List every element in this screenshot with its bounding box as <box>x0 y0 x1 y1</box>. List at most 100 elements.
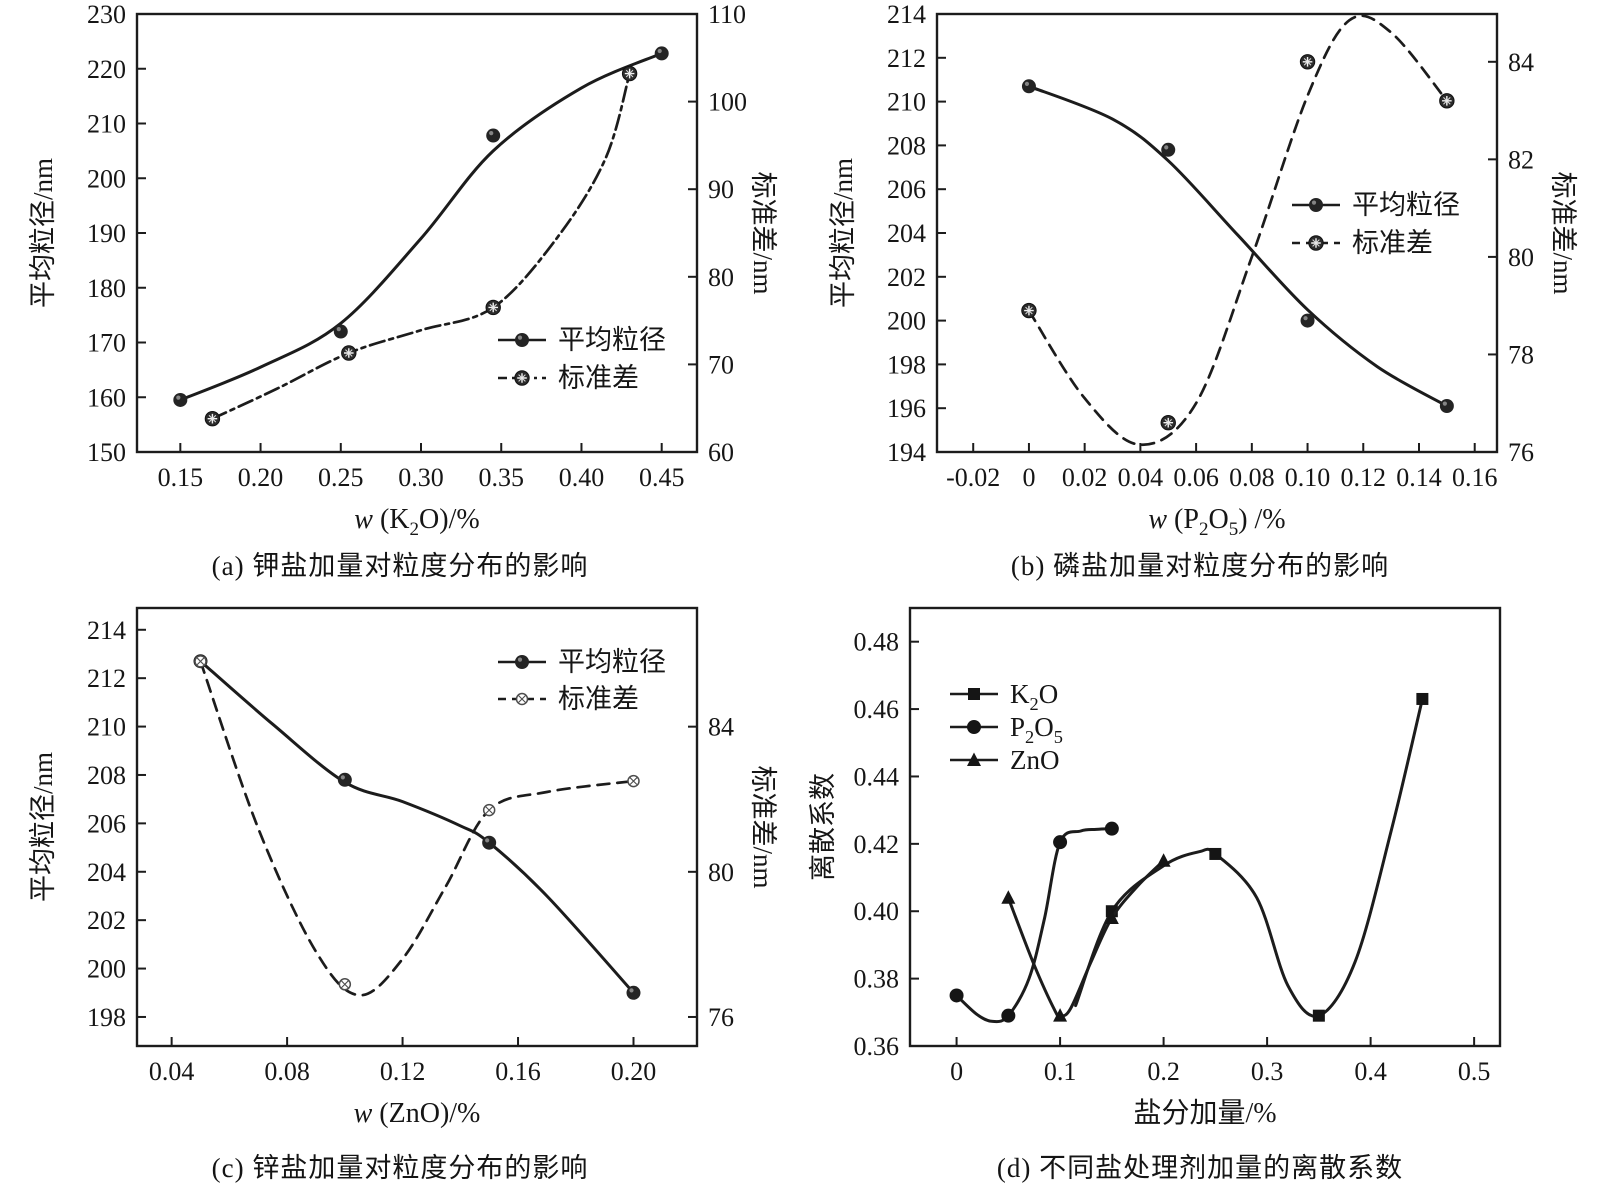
panel-b: -0.02 0 0.02 0.04 0.06 0.08 0.10 0.12 0.14 0.16 19… <box>800 0 1600 594</box>
x-tick-label: 0.12 <box>380 1057 426 1086</box>
y-left-axis-title: 平均粒径/nm <box>828 158 858 308</box>
y-left-tick-label: 220 <box>87 55 126 84</box>
y-right-tick-label: 70 <box>708 350 734 379</box>
x-tick-label: 0.20 <box>611 1057 657 1086</box>
x-tick-label: 0.06 <box>1173 463 1219 492</box>
marker-triangle <box>1156 853 1171 867</box>
y-right-tick-label: 76 <box>708 1003 734 1032</box>
y-right-tick-label: 84 <box>708 713 734 742</box>
y-left-axis-title: 平均粒径/nm <box>28 752 58 902</box>
chart-a-canvas: 0.15 0.20 0.25 0.30 0.35 0.40 0.45 150 160 170 180… <box>28 0 778 540</box>
chart-c-canvas: 0.04 0.08 0.12 0.16 0.20 198 200 202 204 206 208 21… <box>28 606 778 1129</box>
y-left-tick-label: 204 <box>887 219 926 248</box>
x-axis-title: w (K2O)/% <box>354 504 479 540</box>
caption-b: (b) 磷盐加量对粒度分布的影响 <box>1010 551 1390 581</box>
marker-triangle <box>1053 1008 1068 1022</box>
marker-ball <box>173 392 188 407</box>
x-tick-label: 0.15 <box>158 463 204 492</box>
y-left-tick-label: 0.42 <box>854 830 900 859</box>
marker-ball <box>654 46 669 61</box>
marker-ball <box>1439 399 1454 414</box>
y-right-tick-label: 80 <box>1508 243 1534 272</box>
y-right-axis-title: 标准差/nm <box>748 765 778 888</box>
x-axis-title: w (P2O5) /% <box>1148 504 1285 540</box>
y-left-axis-title: 离散系数 <box>808 773 838 881</box>
x-axis-title: 盐分加量/% <box>1133 1097 1276 1129</box>
marker-circle <box>1001 1008 1016 1023</box>
marker-hatch <box>1160 415 1176 431</box>
y-right-tick-label: 90 <box>708 175 734 204</box>
x-tick-label: 0.04 <box>149 1057 195 1086</box>
y-left-tick-label: 212 <box>887 44 926 73</box>
x-tick-label: 0.16 <box>1452 463 1498 492</box>
y-right-tick-label: 80 <box>708 858 734 887</box>
marker-xcircle <box>482 803 496 817</box>
marker-ball <box>1309 198 1323 212</box>
y-left-tick-label: 180 <box>87 274 126 303</box>
marker-hatch <box>1439 93 1455 109</box>
y-left-tick-label: 206 <box>87 809 126 838</box>
series-circle <box>949 821 1119 1024</box>
y-right-tick-label: 76 <box>1508 438 1534 467</box>
x-tick-label: 0.5 <box>1458 1057 1491 1086</box>
series-triangle <box>1001 853 1171 1022</box>
x-tick-label: 0.12 <box>1341 463 1387 492</box>
y-left-tick-label: 210 <box>887 88 926 117</box>
y-left-tick-label: 214 <box>87 616 126 645</box>
x-tick-label: 0.35 <box>478 463 524 492</box>
y-right-tick-label: 84 <box>1508 48 1534 77</box>
x-tick-label: 0.2 <box>1147 1057 1180 1086</box>
y-left-tick-label: 200 <box>87 955 126 984</box>
marker-hatch <box>1308 235 1324 251</box>
x-tick-label: 0.08 <box>264 1057 310 1086</box>
marker-hatch <box>485 299 501 316</box>
y-left-tick-label: 202 <box>87 906 126 935</box>
y-left-tick-label: 202 <box>887 263 926 292</box>
x-tick-label: 0.3 <box>1251 1057 1284 1086</box>
marker-ball <box>1021 79 1036 94</box>
y-right-tick-label: 110 <box>708 0 746 29</box>
y-right-tick-label: 78 <box>1508 340 1534 369</box>
y-left-tick-label: 150 <box>87 438 126 467</box>
x-axis-title: w (ZnO)/% <box>354 1098 481 1129</box>
legend-label: 平均粒径 <box>1352 190 1460 220</box>
y-left-tick-label: 194 <box>887 438 926 467</box>
y-left-tick-label: 0.36 <box>854 1032 900 1061</box>
x-tick-label: 0.30 <box>398 463 444 492</box>
marker-hatch <box>514 370 530 386</box>
marker-hatch <box>1299 54 1316 70</box>
y-left-tick-label: 190 <box>87 219 126 248</box>
x-tick-label: 0.45 <box>639 463 685 492</box>
x-tick-label: 0.10 <box>1285 463 1331 492</box>
y-left-tick-label: 200 <box>887 307 926 336</box>
marker-triangle <box>1001 890 1016 904</box>
y-left-tick-label: 208 <box>887 131 926 160</box>
y-left-tick-label: 206 <box>887 175 926 204</box>
x-tick-label: 0.14 <box>1396 463 1442 492</box>
marker-ball <box>337 772 352 787</box>
axes: 0.04 0.08 0.12 0.16 0.20 198 200 202 204 206 208 21… <box>28 606 778 1129</box>
marker-ball <box>1300 313 1315 328</box>
y-left-tick-label: 198 <box>887 350 926 379</box>
axes: 0 0.1 0.2 0.3 0.4 0.5 0.36 0.38 0.40 0.42 0.44 0.46… <box>808 606 1502 1129</box>
x-tick-label: 0 <box>950 1057 963 1086</box>
panel-c: 0.04 0.08 0.12 0.16 0.20 198 200 202 204 206 208 21… <box>0 594 800 1189</box>
chart-d-canvas: 0 0.1 0.2 0.3 0.4 0.5 0.36 0.38 0.40 0.42 0.44 0.46… <box>808 606 1502 1129</box>
y-left-tick-label: 204 <box>87 858 126 887</box>
x-tick-label: 0.04 <box>1118 463 1164 492</box>
series-square <box>1074 692 1429 1022</box>
legend-label: 平均粒径 <box>558 647 666 677</box>
marker-xcircle <box>515 692 529 706</box>
marker-square <box>968 688 980 700</box>
y-left-tick-label: 208 <box>87 761 126 790</box>
legend-label: 平均粒径 <box>558 325 666 355</box>
y-left-tick-label: 196 <box>887 394 926 423</box>
marker-circle <box>1104 821 1119 836</box>
x-tick-label: 0 <box>1022 463 1035 492</box>
marker-circle <box>967 720 981 734</box>
